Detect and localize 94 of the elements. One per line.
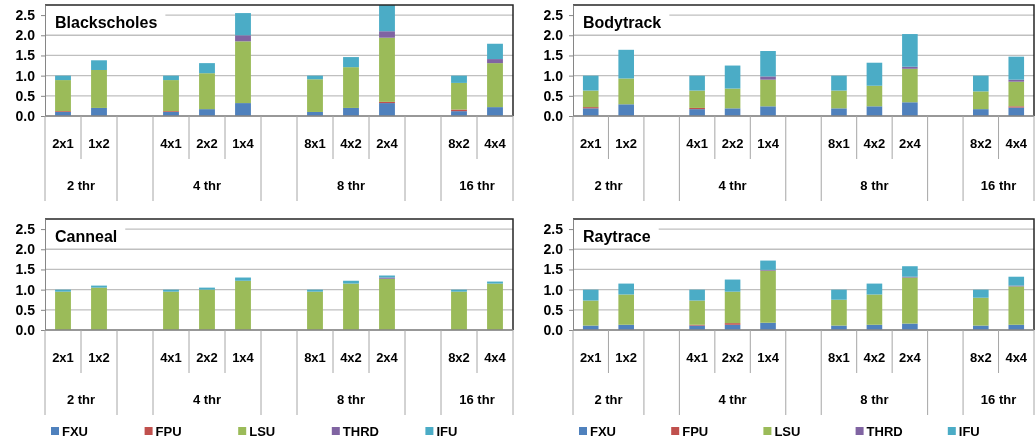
legend-label: THRD xyxy=(342,424,379,439)
x-tick-label: 8x1 xyxy=(304,136,326,151)
y-tick-label: 0.0 xyxy=(543,107,564,124)
x-tick-label: 4x1 xyxy=(160,136,182,151)
y-tick-label: 0.0 xyxy=(543,321,564,338)
x-tick-label: 2x1 xyxy=(52,136,74,151)
x-tick-label: 1x4 xyxy=(232,350,255,365)
x-tick-label: 4x1 xyxy=(686,136,708,151)
y-tick-label: 2.0 xyxy=(543,241,564,258)
x-tick-label: 8x2 xyxy=(969,350,992,365)
y-tick-label: 1.5 xyxy=(543,47,564,64)
x-tick-label: 2x1 xyxy=(52,350,74,365)
x-tick-label: 1x4 xyxy=(757,350,780,365)
x-tick-label: 8x2 xyxy=(448,350,470,365)
x-tick-label: 8x2 xyxy=(448,136,470,151)
x-tick-label: 4x1 xyxy=(686,350,708,365)
x-tick-label: 8x1 xyxy=(828,136,850,151)
y-tick-label: 1.0 xyxy=(543,281,564,298)
x-tick-label: 2x1 xyxy=(579,136,602,151)
y-tick-label: 2.5 xyxy=(15,7,36,24)
text: 8 thr xyxy=(860,392,889,407)
text: 16 thr xyxy=(459,392,495,407)
x-tick-label: 2x2 xyxy=(196,136,218,151)
text: 8 thr xyxy=(860,178,889,193)
x-tick-label: 1x2 xyxy=(88,136,110,151)
x-tick-label: 2x2 xyxy=(721,136,744,151)
x-tick-label: 4x4 xyxy=(484,350,507,365)
x-tick-label: 2x2 xyxy=(721,350,744,365)
y-tick-label: 1.0 xyxy=(15,67,36,84)
x-tick-label: 1x4 xyxy=(232,136,255,151)
text: 16 thr xyxy=(980,178,1017,193)
legend-label: IFU xyxy=(436,424,458,439)
legend-label: LSU xyxy=(774,424,801,439)
text: 2 thr xyxy=(66,392,96,407)
y-tick-label: 0.5 xyxy=(15,87,36,104)
text: 16 thr xyxy=(980,392,1017,407)
text: 4 thr xyxy=(192,392,222,407)
x-tick-label: 4x1 xyxy=(160,350,182,365)
text: 8 thr xyxy=(336,392,366,407)
x-tick-label: 2x4 xyxy=(376,350,399,365)
y-tick-label: 1.5 xyxy=(15,47,36,64)
text: Bodytrack xyxy=(583,14,662,31)
y-tick-label: 2.5 xyxy=(543,221,564,238)
text: 2 thr xyxy=(594,178,623,193)
text: 4 thr xyxy=(718,392,747,407)
text: 4 thr xyxy=(192,178,222,193)
x-tick-label: 8x2 xyxy=(969,136,992,151)
x-tick-label: 2x2 xyxy=(196,350,218,365)
y-tick-label: 0.0 xyxy=(15,321,36,338)
legend-label: FXU xyxy=(590,424,616,439)
x-tick-label: 2x4 xyxy=(899,350,922,365)
x-tick-label: 1x2 xyxy=(615,136,638,151)
y-tick-label: 2.5 xyxy=(15,221,36,238)
y-tick-label: 2.0 xyxy=(15,241,36,258)
y-tick-label: 2.0 xyxy=(543,27,564,44)
legend-label: LSU xyxy=(249,424,276,439)
x-tick-label: 2x4 xyxy=(376,136,399,151)
y-tick-label: 0.0 xyxy=(15,107,36,124)
text: 4 thr xyxy=(718,178,747,193)
x-tick-label: 8x1 xyxy=(304,350,326,365)
y-tick-label: 2.5 xyxy=(543,7,564,24)
legend-label: IFU xyxy=(958,424,980,439)
text: 8 thr xyxy=(336,178,366,193)
y-tick-label: 1.5 xyxy=(543,261,564,278)
x-tick-label: 4x4 xyxy=(484,136,507,151)
y-tick-label: 1.0 xyxy=(15,281,36,298)
x-tick-label: 4x2 xyxy=(340,136,362,151)
legend-label: FXU xyxy=(62,424,88,439)
legend-label: FPU xyxy=(682,424,709,439)
x-tick-label: 4x4 xyxy=(1005,350,1028,365)
y-tick-label: 1.5 xyxy=(15,261,36,278)
text: Raytrace xyxy=(583,228,651,245)
text: 2 thr xyxy=(594,392,623,407)
y-tick-label: 0.5 xyxy=(15,301,36,318)
y-tick-label: 0.5 xyxy=(543,301,564,318)
x-tick-label: 8x1 xyxy=(828,350,850,365)
text: Blackscholes xyxy=(55,14,158,31)
x-tick-label: 1x2 xyxy=(615,350,638,365)
x-tick-label: 4x2 xyxy=(340,350,362,365)
x-tick-label: 4x2 xyxy=(863,350,886,365)
legend-label: THRD xyxy=(866,424,903,439)
x-tick-label: 2x4 xyxy=(899,136,922,151)
text: 16 thr xyxy=(459,178,495,193)
x-tick-label: 4x2 xyxy=(863,136,886,151)
x-tick-label: 4x4 xyxy=(1005,136,1028,151)
y-tick-label: 1.0 xyxy=(543,67,564,84)
y-tick-label: 2.0 xyxy=(15,27,36,44)
x-tick-label: 1x2 xyxy=(88,350,110,365)
text: 2 thr xyxy=(66,178,96,193)
x-tick-label: 1x4 xyxy=(757,136,780,151)
text: Canneal xyxy=(55,228,118,245)
x-tick-label: 2x1 xyxy=(579,350,602,365)
legend-label: FPU xyxy=(155,424,182,439)
y-tick-label: 0.5 xyxy=(543,87,564,104)
